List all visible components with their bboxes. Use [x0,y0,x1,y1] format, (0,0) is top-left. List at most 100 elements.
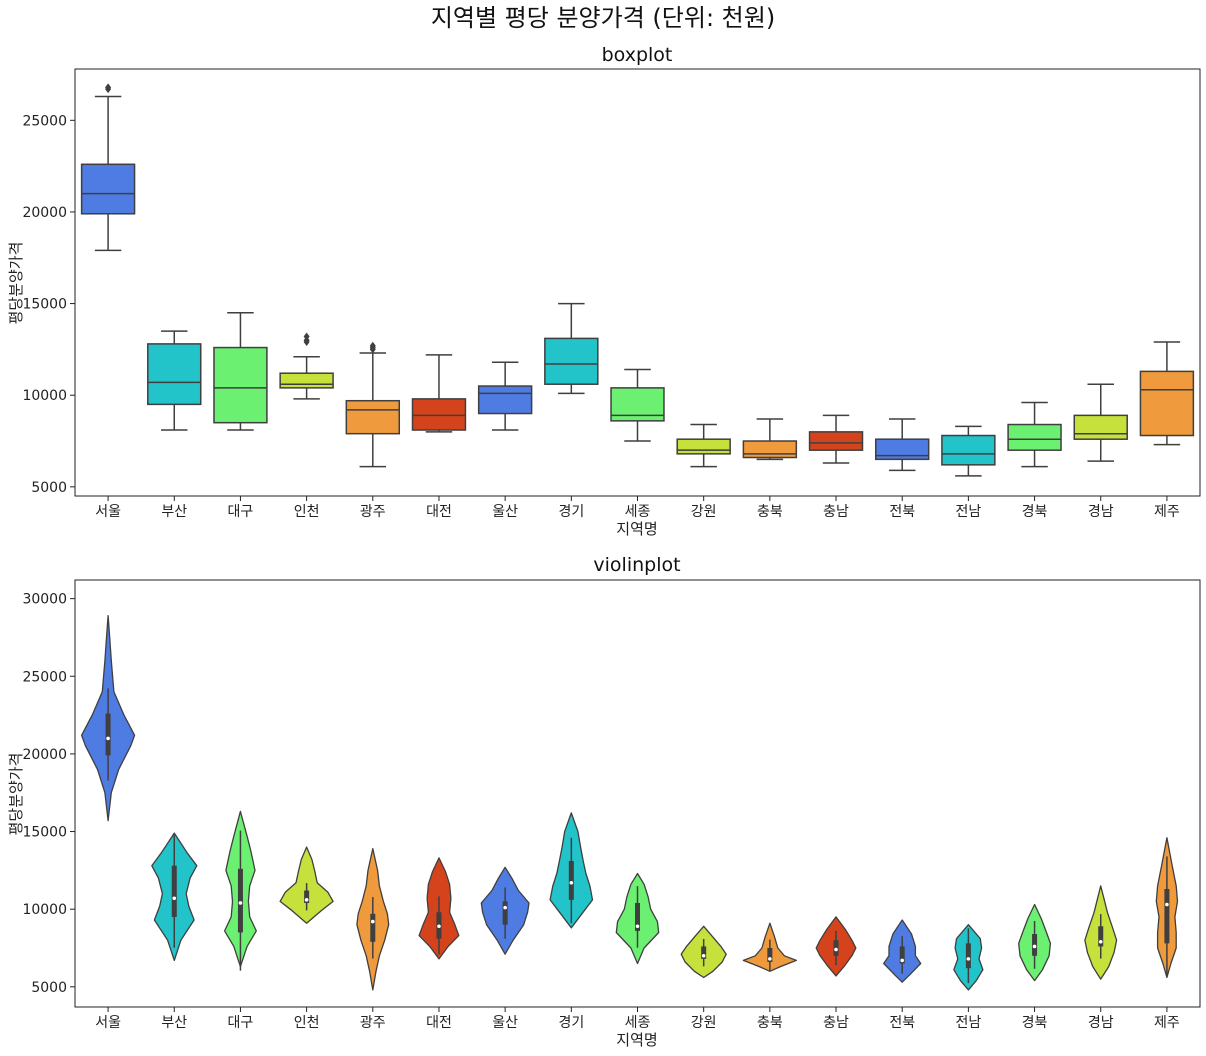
violin-iqr-bar [370,913,376,942]
violinplot-y-ticks: 5000 10000 15000 20000 25000 30000 [22,592,75,996]
box-cat-3 [213,311,268,431]
y-tick-label: 5000 [31,480,67,496]
boxplot-y-label: 평당분양가격 [7,242,25,325]
violin-iqr-bar [767,947,773,962]
violin-median-dot [503,905,507,910]
violin-median-dot [701,953,706,958]
violin-cat-4 [279,846,334,924]
violin-cat-8 [549,812,594,929]
box-iqr [676,438,731,455]
x-tick-label: 광주 [360,504,386,520]
x-tick-label: 충남 [823,504,849,520]
violinplot-title: violinplot [593,554,680,576]
violin-cat-7 [480,866,530,955]
x-tick-label: 울산 [492,504,518,520]
violin-median-dot [966,957,971,961]
x-tick-label: 세종 [625,1015,651,1031]
x-tick-label: 경북 [1022,504,1048,520]
x-tick-label: 서울 [95,1015,121,1031]
box-cat-16 [1073,383,1128,462]
box-cat-17 [1139,341,1195,446]
violin-iqr-bar [304,890,310,903]
violin-median-dot [172,896,177,901]
y-tick-label: 10000 [22,902,67,918]
violin-cat-17 [1155,837,1179,979]
violin-iqr-bar [701,946,707,959]
box-cat-2 [147,330,202,431]
violinplot-axes-frame [74,579,1201,1008]
boxplot-axes-frame [74,68,1201,497]
violin-median-dot [635,924,640,929]
x-tick-label: 대전 [426,1015,452,1031]
box-iqr [1073,414,1128,440]
y-tick-label: 5000 [31,980,67,996]
box-cat-10 [676,423,731,468]
x-tick-label: 울산 [492,1015,518,1031]
x-tick-label: 부산 [161,1015,187,1031]
boxplot-title: boxplot [602,44,673,66]
violin-cat-5 [356,847,390,991]
violinplot-x-ticks: 서울 부산 대구 인천 광주 대전 울산 경기 세종 강원 충북 충남 전북 전남 경북 경남 제주 [95,1007,1180,1031]
violin-iqr-bar [965,943,971,969]
x-tick-label: 경북 [1022,1015,1048,1031]
box-iqr [1139,370,1195,437]
box-iqr [742,440,798,459]
y-tick-label: 10000 [22,388,67,404]
box-iqr [279,372,334,389]
violin-cat-13 [883,919,922,983]
x-tick-label: 충북 [757,504,783,520]
box-iqr [213,346,268,424]
violinplot-y-label: 평당분양가격 [7,753,25,836]
violin-cat-10 [680,925,727,979]
boxplot-y-ticks: 5000 10000 15000 20000 25000 [22,113,75,496]
x-tick-label: 전남 [955,504,981,520]
boxplot-x-label: 지역명 [616,520,657,538]
y-tick-label: 15000 [22,825,67,841]
violin-iqr-bar [899,946,905,964]
violin-cat-15 [1018,903,1052,982]
boxplot-marks [80,83,1195,477]
box-cat-13 [874,418,930,472]
violin-median-dot [1032,944,1037,949]
violin-median-dot [370,919,375,924]
box-cat-7 [477,361,533,431]
box-iqr [544,337,599,385]
box-cat-4 [279,332,334,400]
x-tick-label: 대전 [426,504,452,520]
x-tick-label: 경기 [558,1015,584,1031]
violin-cat-6 [418,857,460,960]
figure-suptitle: 지역별 평당 분양가격 (단위: 천원) [431,4,775,32]
box-cat-8 [544,302,599,395]
violin-iqr-bar [171,865,177,917]
box-cat-1 [80,83,136,252]
violin-median-dot [768,957,772,961]
x-tick-label: 경남 [1088,1015,1114,1031]
violin-cat-14 [953,924,984,991]
x-tick-label: 강원 [691,1015,717,1031]
x-tick-label: 경남 [1088,504,1114,520]
box-cat-15 [1007,401,1062,468]
box-outlier [105,83,112,92]
x-tick-label: 제주 [1154,504,1180,520]
box-outlier [369,341,376,350]
box-iqr [147,343,202,406]
violin-median-dot [1165,902,1169,907]
violin-cat-16 [1084,885,1118,980]
violin-cat-12 [815,916,857,977]
violin-median-dot [834,947,838,952]
box-iqr [808,431,864,451]
violinplot-marks [80,615,1179,991]
x-tick-label: 대구 [228,504,254,520]
violin-median-dot [304,898,309,902]
x-tick-label: 충남 [823,1015,849,1031]
violin-iqr-bar [237,868,243,933]
violin-median-dot [1098,939,1103,944]
x-tick-label: 전남 [955,1015,981,1031]
violin-median-dot [238,901,243,905]
violin-iqr-bar [635,902,640,931]
violin-cat-2 [151,832,198,962]
x-tick-label: 강원 [691,504,717,520]
violin-cat-11 [742,922,797,972]
x-tick-label: 인천 [294,1015,320,1031]
